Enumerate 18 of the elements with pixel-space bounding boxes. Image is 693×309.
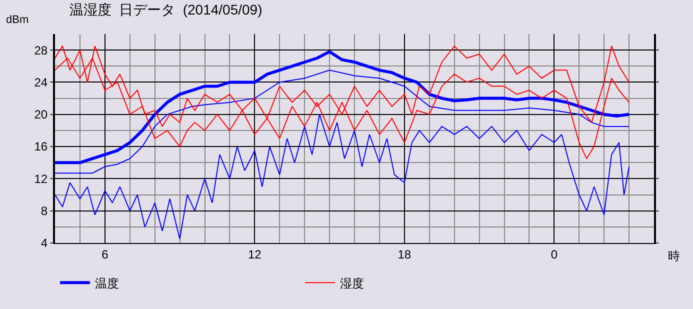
y-tick-label: 12 bbox=[34, 172, 48, 186]
x-axis-title: 時 bbox=[668, 249, 680, 263]
y-tick-label: 20 bbox=[34, 108, 48, 122]
legend-label: 温度 bbox=[95, 276, 119, 290]
y-tick-label: 8 bbox=[40, 204, 48, 218]
line-series bbox=[55, 70, 630, 174]
x-tick-label: 6 bbox=[102, 247, 109, 262]
y-tick-label: 28 bbox=[34, 43, 48, 58]
x-tick-label: 12 bbox=[248, 247, 262, 262]
x-tick-label: 18 bbox=[398, 247, 412, 262]
y-axis-title: dBm bbox=[6, 14, 29, 26]
y-tick-label: 4 bbox=[40, 236, 48, 250]
x-tick-label: 0 bbox=[550, 247, 558, 262]
line-series bbox=[55, 114, 630, 240]
y-tick-label: 24 bbox=[34, 75, 48, 90]
y-tick-label: 16 bbox=[34, 140, 48, 154]
chart-title: 温湿度 日データ (2014/05/09) bbox=[69, 1, 262, 18]
legend-label: 湿度 bbox=[340, 276, 364, 290]
